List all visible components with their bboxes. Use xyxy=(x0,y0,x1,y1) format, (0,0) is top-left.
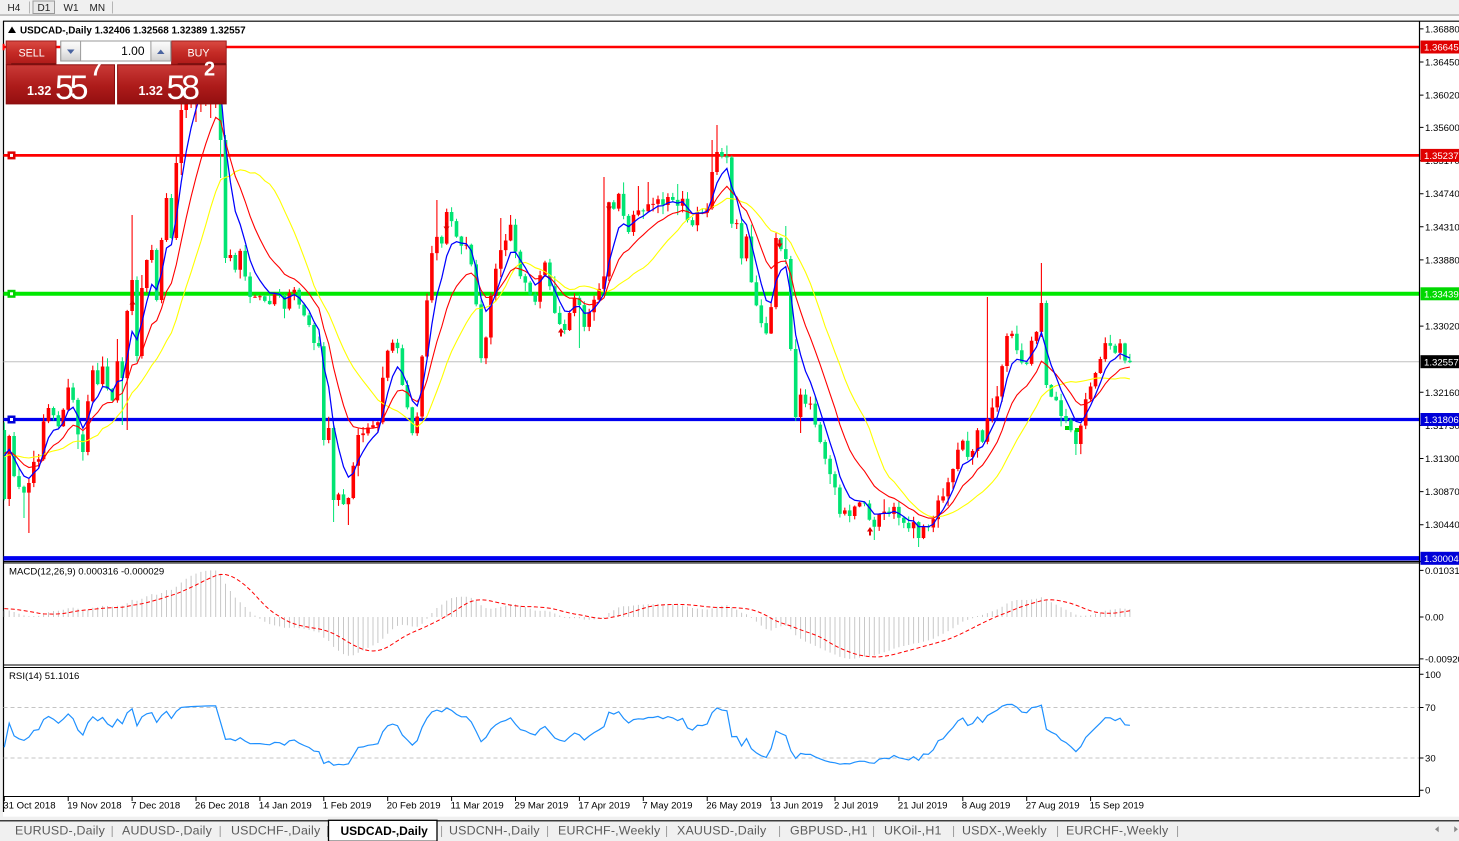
svg-text:H4: H4 xyxy=(8,3,21,14)
svg-text:15 Sep 2019: 15 Sep 2019 xyxy=(1090,801,1144,812)
svg-text:55: 55 xyxy=(55,69,89,107)
svg-text:|: | xyxy=(1056,824,1059,838)
svg-text:|: | xyxy=(546,824,549,838)
svg-text:0: 0 xyxy=(1425,786,1430,797)
svg-text:GBPUSD-,H1: GBPUSD-,H1 xyxy=(790,824,868,838)
svg-text:W1: W1 xyxy=(64,3,79,14)
svg-text:1.34740: 1.34740 xyxy=(1425,189,1459,200)
svg-text:|: | xyxy=(326,824,329,838)
svg-text:2 Jul 2019: 2 Jul 2019 xyxy=(834,801,878,812)
svg-text:MACD(12,26,9) 0.000316 -0.0000: MACD(12,26,9) 0.000316 -0.000029 xyxy=(9,567,164,578)
svg-text:1.36450: 1.36450 xyxy=(1425,58,1459,69)
svg-text:31 Oct 2018: 31 Oct 2018 xyxy=(3,801,55,812)
svg-text:|: | xyxy=(440,824,443,838)
svg-text:1.32160: 1.32160 xyxy=(1425,388,1459,399)
svg-text:58: 58 xyxy=(167,69,201,107)
svg-text:|: | xyxy=(111,824,114,838)
svg-text:USDCNH-,Daily: USDCNH-,Daily xyxy=(449,824,540,838)
svg-text:13 Jun 2019: 13 Jun 2019 xyxy=(770,801,823,812)
svg-text:0.010311: 0.010311 xyxy=(1425,566,1459,577)
svg-text:EURCHF-,Weekly: EURCHF-,Weekly xyxy=(1066,824,1169,838)
svg-text:19 Nov 2018: 19 Nov 2018 xyxy=(67,801,121,812)
svg-text:|: | xyxy=(665,824,668,838)
svg-text:1.31730: 1.31730 xyxy=(1425,421,1459,432)
svg-text:1.33880: 1.33880 xyxy=(1425,255,1459,266)
svg-text:USDX-,Weekly: USDX-,Weekly xyxy=(962,824,1047,838)
svg-text:0.00: 0.00 xyxy=(1425,613,1444,624)
svg-text:1.31300: 1.31300 xyxy=(1425,454,1459,465)
svg-text:70: 70 xyxy=(1425,703,1436,714)
svg-text:1.35600: 1.35600 xyxy=(1425,123,1459,134)
svg-text:1.35237: 1.35237 xyxy=(1424,151,1459,162)
svg-text:1.00: 1.00 xyxy=(121,44,145,58)
svg-text:100: 100 xyxy=(1425,670,1441,681)
svg-text:AUDUSD-,Daily: AUDUSD-,Daily xyxy=(122,824,213,838)
svg-text:30: 30 xyxy=(1425,754,1436,765)
svg-text:1.30870: 1.30870 xyxy=(1425,487,1459,498)
svg-text:USDCHF-,Daily: USDCHF-,Daily xyxy=(231,824,321,838)
svg-text:|: | xyxy=(952,824,955,838)
svg-text:XAUUSD-,Daily: XAUUSD-,Daily xyxy=(677,824,767,838)
svg-text:1 Feb 2019: 1 Feb 2019 xyxy=(323,801,372,812)
svg-text:1.32557: 1.32557 xyxy=(1424,357,1459,368)
svg-text:8 Aug 2019: 8 Aug 2019 xyxy=(962,801,1011,812)
svg-text:1.34310: 1.34310 xyxy=(1425,222,1459,233)
svg-text:SELL: SELL xyxy=(19,48,45,60)
svg-text:D1: D1 xyxy=(38,3,51,14)
svg-text:RSI(14) 51.1016: RSI(14) 51.1016 xyxy=(9,671,79,682)
svg-text:1.33020: 1.33020 xyxy=(1425,322,1459,333)
svg-text:17 Apr 2019: 17 Apr 2019 xyxy=(578,801,630,812)
svg-text:7 May 2019: 7 May 2019 xyxy=(642,801,692,812)
svg-text:|: | xyxy=(872,824,875,838)
svg-text:11 Mar 2019: 11 Mar 2019 xyxy=(451,801,504,812)
svg-text:1.31806: 1.31806 xyxy=(1424,415,1459,426)
svg-text:MN: MN xyxy=(90,3,106,14)
svg-text:7: 7 xyxy=(91,59,102,81)
svg-text:1.32: 1.32 xyxy=(27,84,51,98)
svg-text:USDCAD-,Daily 1.32406 1.32568: USDCAD-,Daily 1.32406 1.32568 1.32389 1.… xyxy=(20,26,246,37)
svg-text:1.36880: 1.36880 xyxy=(1425,24,1459,35)
svg-text:20 Feb 2019: 20 Feb 2019 xyxy=(387,801,441,812)
svg-text:EURUSD-,Daily: EURUSD-,Daily xyxy=(15,824,106,838)
svg-text:|: | xyxy=(778,824,781,838)
svg-text:|: | xyxy=(1176,824,1179,838)
svg-text:21 Jul 2019: 21 Jul 2019 xyxy=(898,801,948,812)
svg-text:7 Dec 2018: 7 Dec 2018 xyxy=(131,801,180,812)
svg-text:26 Dec 2018: 26 Dec 2018 xyxy=(195,801,249,812)
svg-text:1.36645: 1.36645 xyxy=(1424,43,1459,54)
svg-text:UKOil-,H1: UKOil-,H1 xyxy=(884,824,942,838)
svg-text:29 Mar 2019: 29 Mar 2019 xyxy=(515,801,569,812)
svg-text:|: | xyxy=(219,824,222,838)
svg-text:USDCAD-,Daily: USDCAD-,Daily xyxy=(341,824,429,838)
svg-text:14 Jan 2019: 14 Jan 2019 xyxy=(259,801,312,812)
svg-text:BUY: BUY xyxy=(188,48,210,60)
svg-text:EURCHF-,Weekly: EURCHF-,Weekly xyxy=(558,824,661,838)
svg-text:27 Aug 2019: 27 Aug 2019 xyxy=(1026,801,1080,812)
svg-text:-0.00920: -0.00920 xyxy=(1425,654,1459,665)
svg-text:1.30440: 1.30440 xyxy=(1425,520,1459,531)
svg-text:1.30004: 1.30004 xyxy=(1424,554,1459,565)
svg-text:1.36020: 1.36020 xyxy=(1425,91,1459,102)
svg-text:26 May 2019: 26 May 2019 xyxy=(706,801,761,812)
svg-text:2: 2 xyxy=(204,59,215,81)
svg-text:1.33439: 1.33439 xyxy=(1424,289,1459,300)
svg-text:1.32: 1.32 xyxy=(139,84,163,98)
